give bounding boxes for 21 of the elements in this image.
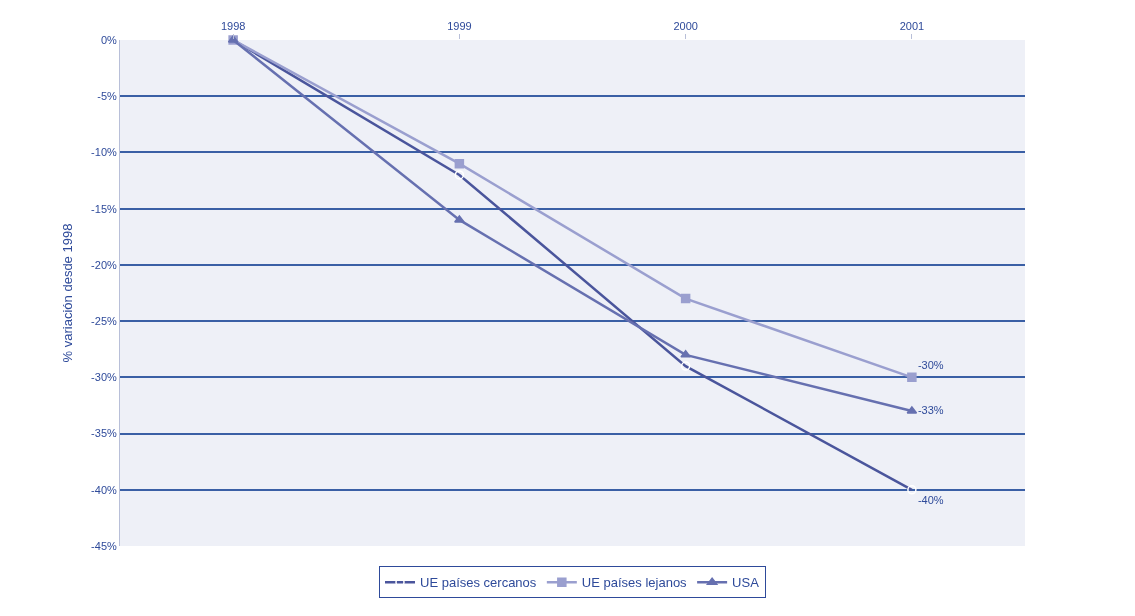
y-tick-label: -20%: [91, 258, 118, 271]
y-axis-title: % variación desde 1998: [60, 223, 76, 363]
y-tick-label: -5%: [97, 90, 118, 103]
data-label: -33%: [917, 403, 944, 416]
y-tick-label: -35%: [91, 427, 118, 440]
y-tick-label: -40%: [91, 483, 118, 496]
x-tick-label: 2001: [899, 19, 925, 32]
x-tick-label: 2000: [673, 19, 698, 32]
y-tick-label: -10%: [91, 146, 118, 159]
y-tick-label: -45%: [91, 539, 118, 552]
y-tick-label: 0%: [100, 33, 118, 46]
y-tick-label: -25%: [91, 314, 118, 327]
legend-label: UE países lejanos: [581, 575, 688, 591]
x-tick-label: 1998: [220, 19, 246, 32]
legend-label: UE países cercanos: [420, 575, 537, 591]
legend-label: USA: [732, 575, 760, 591]
data-label: -30%: [917, 358, 944, 371]
y-tick-label: -15%: [91, 202, 118, 215]
data-label: -40%: [917, 494, 944, 507]
x-tick-label: 1999: [447, 19, 472, 32]
y-tick-label: -30%: [91, 371, 118, 384]
